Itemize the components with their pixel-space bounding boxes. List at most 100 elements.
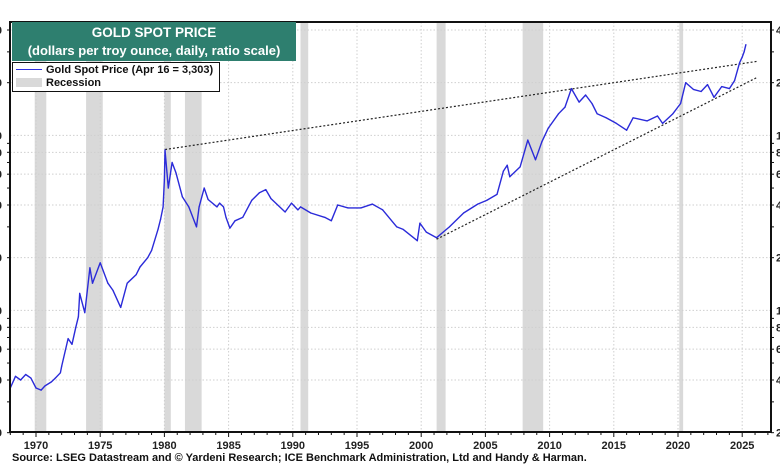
gold-price-point — [171, 161, 173, 164]
gold-price-point — [584, 94, 587, 96]
recession-band — [184, 22, 202, 432]
gold-price-point — [557, 113, 560, 115]
gold-price-point — [219, 202, 221, 204]
x-tick-label: 1975 — [88, 440, 112, 452]
gold-price-point — [164, 149, 166, 151]
gold-price-point — [739, 62, 741, 64]
gold-price-point — [534, 159, 537, 161]
gold-price-point — [496, 193, 498, 195]
gold-price-point — [360, 207, 362, 209]
x-tick-label: 1995 — [345, 440, 369, 452]
gold-price-point — [67, 337, 69, 340]
gold-price-point — [310, 212, 312, 214]
gold-price-point — [692, 88, 695, 91]
gold-price-point — [371, 203, 374, 205]
y-tick-label-right: 2000 — [776, 78, 780, 90]
gold-price-point — [120, 306, 122, 308]
gold-price-point — [706, 84, 709, 86]
gold-price-point — [486, 199, 488, 201]
gold-price-point — [203, 187, 205, 189]
gold-price-point — [626, 129, 628, 131]
y-tick-label-left: 800 — [0, 147, 2, 159]
gold-price-point — [324, 216, 326, 218]
gold-price-point — [646, 120, 648, 122]
gold-price-point — [541, 141, 543, 143]
gold-price-point — [225, 216, 227, 218]
series — [9, 43, 747, 391]
gold-price-point — [700, 90, 702, 93]
gold-price-point — [661, 122, 664, 125]
gold-price-point — [234, 220, 236, 222]
gold-price-point — [44, 385, 46, 387]
x-tick-label: 2000 — [409, 440, 433, 452]
gold-price-point — [448, 226, 451, 228]
y-tick-label-left: 60 — [0, 344, 2, 356]
y-tick-label-right: 40 — [776, 375, 780, 387]
gold-price-point — [679, 102, 682, 105]
trendlines — [164, 60, 758, 240]
recession-band — [522, 22, 544, 432]
y-tick-label-right: 60 — [776, 344, 780, 356]
gold-price-point — [733, 80, 736, 82]
x-tick-label: 2015 — [602, 440, 626, 452]
gold-price-point — [112, 289, 114, 292]
legend-recession-swatch — [16, 78, 42, 87]
y-axis: 40 40 60 60 80 80 100 100 200 200 400 400 600 600 800 8… — [0, 25, 780, 440]
x-tick-label: 2025 — [730, 440, 754, 452]
recession-band — [34, 22, 47, 432]
gold-price-point — [14, 375, 17, 377]
gold-price-point — [741, 56, 743, 58]
gold-price-point — [84, 312, 86, 314]
gold-price-point — [382, 209, 384, 211]
gold-price-line — [9, 44, 747, 391]
gold-price-point — [509, 176, 511, 178]
gold-price-point — [419, 222, 421, 224]
y-tick-label-right: 1000 — [776, 130, 780, 142]
gold-price-point — [79, 292, 81, 295]
gold-price-point — [61, 365, 63, 367]
gold-price-point — [337, 204, 339, 206]
gold-price-point — [721, 85, 723, 88]
gold-price-point — [728, 88, 730, 90]
gold-price-point — [40, 389, 42, 391]
y-tick-label-left: 2000 — [0, 78, 2, 90]
gold-price-point — [502, 170, 504, 172]
gold-price-point — [570, 88, 573, 90]
gold-price-point — [167, 187, 169, 189]
gold-price-point — [685, 82, 687, 84]
gold-price-point — [596, 113, 598, 115]
legend-item-gold-price: Gold Spot Price (Apr 16 = 3,303) — [13, 63, 219, 76]
y-tick-label-right: 600 — [776, 169, 780, 181]
gold-price-point — [477, 203, 479, 205]
gold-price-point — [605, 117, 607, 119]
source-note: Source: LSEG Datastream and © Yardeni Re… — [12, 452, 587, 464]
gold-price-point — [30, 377, 32, 379]
gold-price-point — [564, 106, 566, 108]
gold-price-point — [207, 198, 209, 201]
gold-price-point — [265, 188, 267, 191]
legend-line-swatch — [16, 69, 42, 70]
gold-price-point — [632, 117, 634, 119]
gold-price-point — [147, 257, 149, 259]
recession-band — [300, 22, 309, 432]
recession-band — [679, 22, 684, 432]
gold-price-point — [216, 206, 218, 208]
gold-price-point — [284, 211, 286, 213]
gold-price-point — [290, 202, 293, 204]
gold-price-point — [242, 216, 244, 218]
gold-price-point — [75, 326, 77, 328]
gold-price-point — [181, 196, 183, 198]
gold-price-point — [157, 228, 159, 231]
legend-label-recession: Recession — [46, 76, 102, 89]
gold-price-point — [175, 172, 177, 174]
gold-price-point — [615, 122, 617, 125]
y-tick-label-right: 20 — [776, 428, 780, 440]
y-tick-label-right: 200 — [776, 253, 780, 265]
y-tick-label-right: 100 — [776, 305, 780, 317]
legend: Gold Spot Price (Apr 16 = 3,303) Recessi… — [12, 62, 220, 92]
gold-price-point — [135, 274, 137, 276]
x-tick-label: 1985 — [216, 440, 240, 452]
y-tick-label-left: 20 — [0, 428, 2, 440]
recession-band — [164, 22, 171, 432]
y-tick-label-left: 100 — [0, 305, 2, 317]
